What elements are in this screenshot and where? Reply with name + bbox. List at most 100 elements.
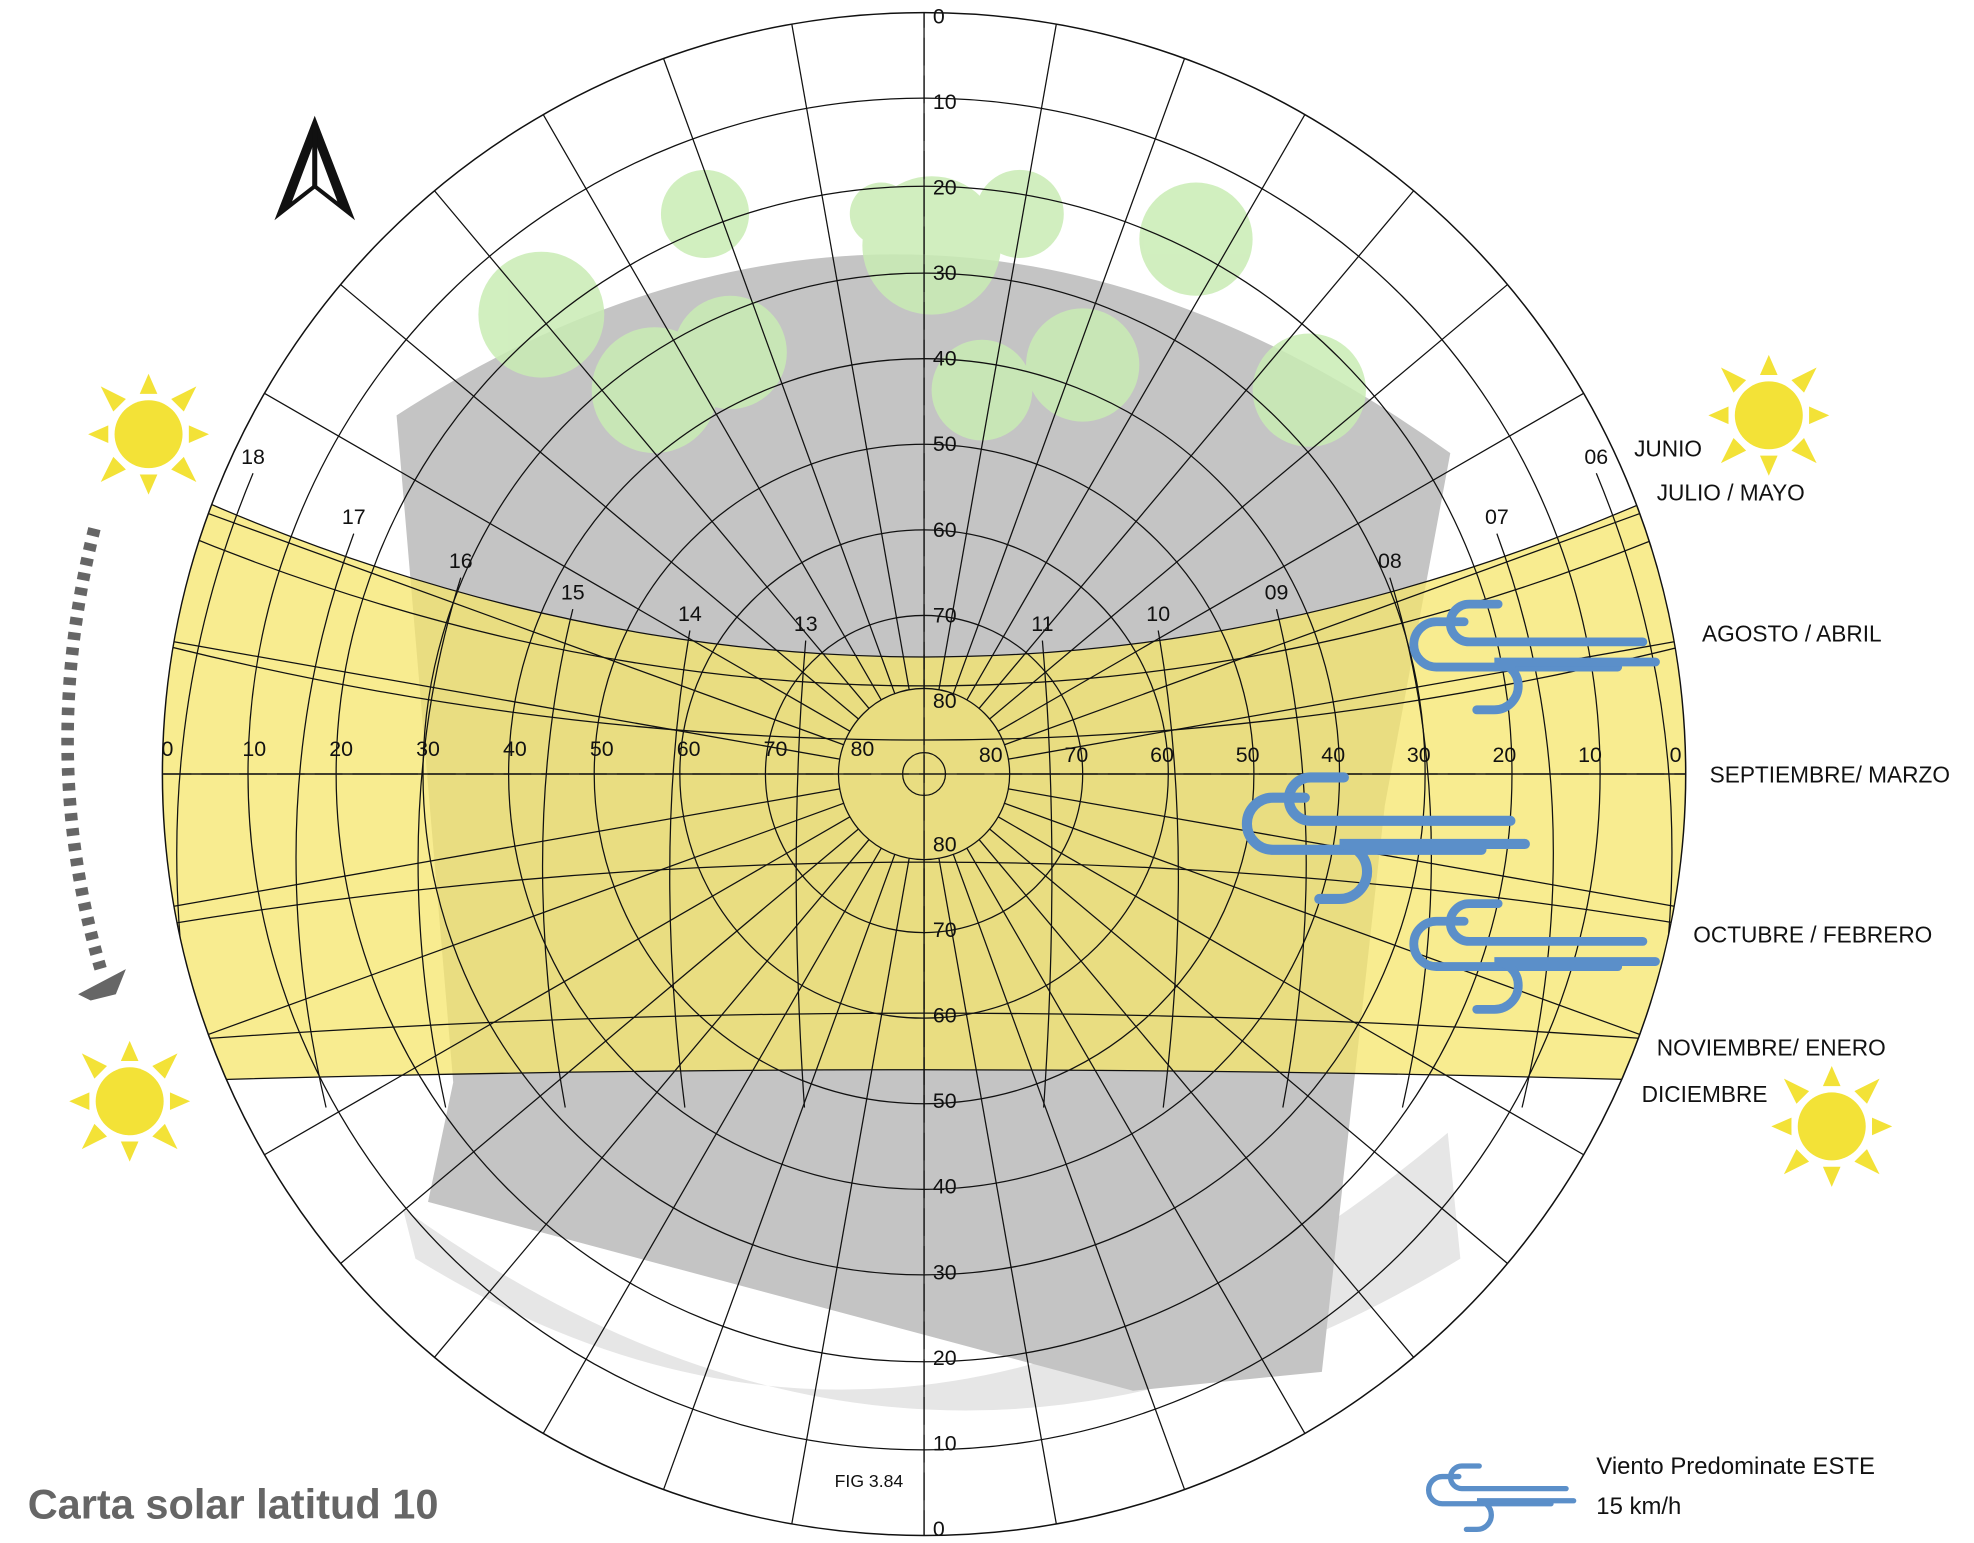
outer-circle (161, 11, 1687, 1537)
altitude-label: 60 (933, 518, 957, 542)
altitude-label: 10 (933, 1431, 957, 1455)
altitude-label: 80 (933, 832, 957, 856)
hour-line (1157, 630, 1180, 1108)
altitude-label: 80 (850, 737, 874, 761)
azimuth-line (340, 284, 859, 720)
rotation-arrowhead (78, 969, 126, 1001)
hour-line (669, 630, 691, 1108)
rotation-arrow (61, 527, 107, 971)
altitude-label: 60 (933, 1004, 957, 1028)
azimuth-line (989, 828, 1508, 1264)
azimuth-line (978, 190, 1415, 709)
altitude-label: 50 (1236, 743, 1260, 767)
legend-speed: 15 km/h (1596, 1493, 1681, 1520)
altitude-label: 40 (933, 347, 957, 371)
disc-content (162, 12, 1686, 1536)
hour-label: 16 (449, 549, 473, 573)
hour-label: 13 (794, 612, 818, 636)
azimuth-line (173, 641, 840, 760)
title: Carta solar latitud 10 (28, 1481, 439, 1528)
altitude-label: 40 (503, 737, 527, 761)
hour-label: 14 (678, 602, 702, 626)
azimuth-line (662, 854, 896, 1490)
altitude-label: 0 (1670, 743, 1682, 767)
azimuth-line (662, 58, 896, 694)
altitude-label: 30 (1407, 743, 1431, 767)
hour-line (1389, 577, 1432, 1108)
altitude-label: 70 (1064, 743, 1088, 767)
hour-line (295, 533, 355, 1108)
altitude-label: 70 (933, 918, 957, 942)
altitude-label: 80 (933, 689, 957, 713)
month-label: AGOSTO / ABRIL (1702, 621, 1882, 647)
hour-line (1041, 640, 1053, 1108)
hour-label: 15 (561, 581, 585, 605)
labels: JUNIO JULIO / MAYO AGOSTO / ABRIL SEPTIEMBR… (161, 4, 1949, 1541)
azimuth-line (173, 788, 840, 907)
hour-line (541, 608, 574, 1108)
hour-label: 09 (1265, 581, 1289, 605)
altitude-label: 70 (764, 737, 788, 761)
azimuth-line (1004, 802, 1640, 1036)
altitude-label: 80 (979, 743, 1003, 767)
azimuth-line (952, 854, 1186, 1490)
grid (162, 12, 1686, 1536)
legend-label: Viento Predominate ESTE (1596, 1453, 1875, 1480)
month-label: DICIEMBRE (1642, 1081, 1768, 1107)
hour-label: 08 (1378, 549, 1402, 573)
month-label: NOVIEMBRE/ ENERO (1657, 1035, 1886, 1061)
altitude-label: 10 (242, 737, 266, 761)
azimuth-line (542, 847, 882, 1434)
hour-label: 18 (241, 445, 265, 469)
altitude-label: 0 (933, 1517, 945, 1541)
month-label: SEPTIEMBRE/ MARZO (1710, 762, 1950, 788)
vegetation (478, 169, 1366, 454)
azimuth-line (1004, 513, 1640, 746)
sun-icon (1708, 354, 1830, 476)
hour-label: 11 (1031, 612, 1053, 636)
hour-line (417, 577, 462, 1108)
altitude-label: 0 (933, 4, 945, 28)
north-arrow (274, 115, 356, 221)
altitude-label: 30 (933, 1260, 957, 1284)
month-curve (162, 1012, 1686, 1046)
month-label: JUNIO (1634, 436, 1702, 462)
altitude-label: 30 (933, 261, 957, 285)
month-label: JULIO / MAYO (1657, 480, 1805, 506)
altitude-label: 60 (677, 737, 701, 761)
sun-icon (88, 373, 209, 495)
azimuth-line (791, 24, 910, 690)
altitude-label: 20 (329, 737, 353, 761)
hour-line (1496, 533, 1554, 1108)
azimuth-line (208, 513, 844, 746)
altitude-label: 50 (933, 432, 957, 456)
hour-label: 06 (1584, 445, 1608, 469)
hour-line (795, 640, 807, 1108)
altitude-label: 50 (933, 1089, 957, 1113)
azimuth-line (208, 802, 844, 1036)
azimuth-line (264, 816, 851, 1156)
azimuth-line (264, 392, 851, 732)
month-label: OCTUBRE / FEBRERO (1693, 921, 1932, 947)
altitude-label: 0 (161, 737, 173, 761)
azimuth-line (340, 828, 859, 1264)
azimuth-line (989, 284, 1508, 720)
sun-icon (1771, 1066, 1893, 1187)
altitude-label: 40 (933, 1175, 957, 1199)
azimuth-line (952, 58, 1186, 694)
azimuth-line (433, 190, 870, 709)
azimuth-line (966, 847, 1306, 1434)
altitude-label: 20 (1493, 743, 1517, 767)
azimuth-line (938, 858, 1057, 1524)
altitude-label: 20 (933, 1346, 957, 1370)
month-curve (162, 634, 1686, 741)
altitude-label: 60 (1150, 743, 1174, 767)
altitude-label: 10 (933, 90, 957, 114)
altitude-label: 50 (590, 737, 614, 761)
hour-label: 17 (342, 505, 366, 529)
figure-label: FIG 3.84 (835, 1471, 904, 1491)
altitude-label: 40 (1321, 743, 1345, 767)
altitude-label: 30 (416, 737, 440, 761)
